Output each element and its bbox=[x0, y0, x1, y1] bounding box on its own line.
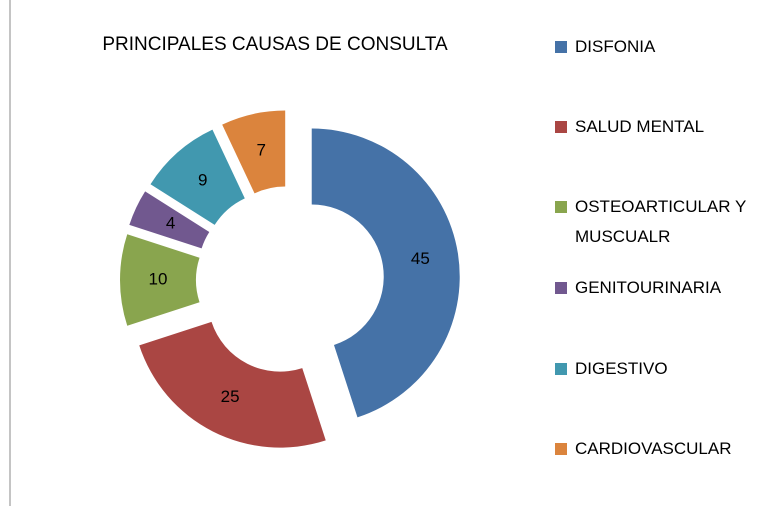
legend-item: SALUD MENTAL bbox=[555, 112, 765, 142]
legend-item: OSTEOARTICULAR Y MUSCUALR bbox=[555, 192, 765, 252]
legend-swatch bbox=[555, 201, 567, 213]
legend-label: GENITOURINARIA bbox=[575, 278, 722, 297]
legend-swatch bbox=[555, 282, 567, 294]
data-label: 4 bbox=[166, 213, 175, 232]
legend-label: SALUD MENTAL bbox=[575, 117, 705, 136]
donut-slice bbox=[119, 234, 200, 326]
legend-label: DISFONIA bbox=[575, 37, 656, 56]
legend-item: DIGESTIVO bbox=[555, 354, 765, 384]
donut-slice bbox=[129, 191, 210, 249]
chart-title: PRINCIPALES CAUSAS DE CONSULTA bbox=[102, 34, 448, 55]
legend-swatch bbox=[555, 443, 567, 455]
legend-item: CARDIOVASCULAR bbox=[555, 434, 765, 464]
donut-slice bbox=[222, 110, 286, 194]
legend-swatch bbox=[555, 363, 567, 375]
legend-swatch bbox=[555, 121, 567, 133]
legend-label: OSTEOARTICULAR Y MUSCUALR bbox=[575, 197, 746, 246]
data-label: 9 bbox=[198, 170, 207, 189]
data-label: 45 bbox=[411, 249, 430, 268]
data-label: 10 bbox=[149, 269, 168, 288]
legend-swatch bbox=[555, 41, 567, 53]
data-label: 7 bbox=[256, 141, 265, 160]
data-label: 25 bbox=[221, 387, 240, 406]
donut-slice bbox=[311, 128, 460, 418]
legend-label: CARDIOVASCULAR bbox=[575, 439, 732, 458]
donut-slice bbox=[139, 321, 326, 448]
legend-item: DISFONIA bbox=[555, 32, 765, 62]
donut-slice bbox=[150, 129, 245, 225]
legend-label: DIGESTIVO bbox=[575, 359, 668, 378]
legend-item: GENITOURINARIA bbox=[555, 273, 765, 303]
